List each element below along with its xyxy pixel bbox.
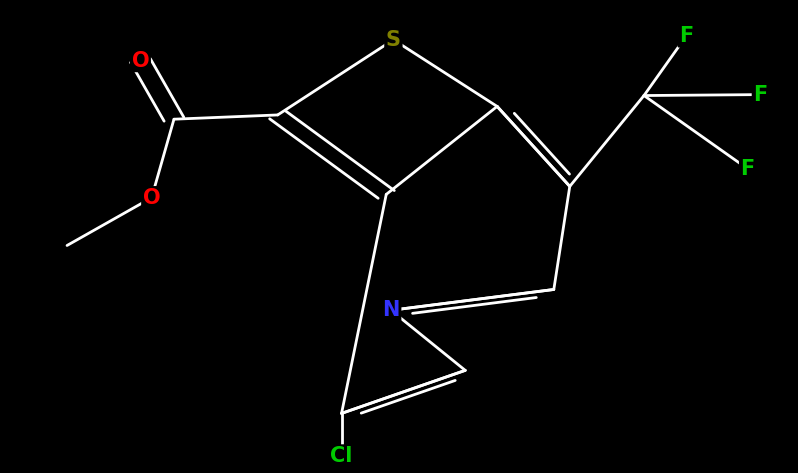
Text: N: N [382, 300, 400, 320]
Text: F: F [741, 159, 755, 179]
Text: F: F [753, 85, 768, 105]
Text: Cl: Cl [330, 446, 353, 466]
Text: O: O [132, 51, 149, 70]
Text: F: F [679, 26, 693, 46]
Text: S: S [386, 30, 401, 50]
Text: O: O [143, 188, 160, 208]
